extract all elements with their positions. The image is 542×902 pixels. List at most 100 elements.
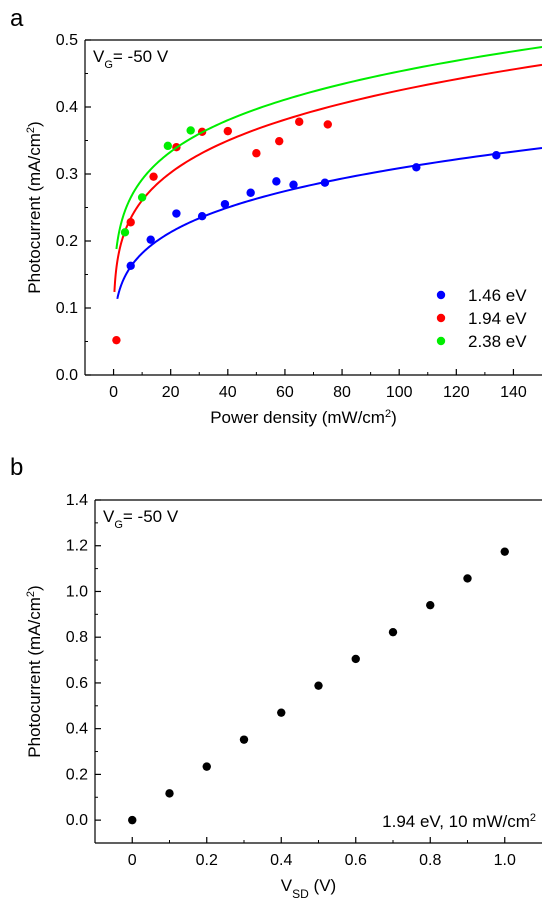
data-point xyxy=(500,547,509,556)
y-axis-title-sup: 2 xyxy=(25,591,37,597)
data-point xyxy=(149,172,158,181)
x-axis-title-sup: 2 xyxy=(385,408,391,420)
y-axis-title-end: ) xyxy=(25,585,44,591)
y-tick-label: 1.0 xyxy=(66,583,88,600)
data-point xyxy=(277,708,286,717)
series-2-38-ev xyxy=(115,46,542,250)
data-point xyxy=(320,178,330,187)
y-tick-label: 1.2 xyxy=(66,538,88,555)
legend-label: 1.94 eV xyxy=(468,309,527,328)
note-text: 1.94 eV, 10 mW/cm xyxy=(382,812,530,831)
panel-label: a xyxy=(10,5,24,32)
data-point xyxy=(120,228,130,237)
y-tick-label: 0.3 xyxy=(56,166,78,183)
data-point xyxy=(314,681,323,690)
note-sup: 2 xyxy=(530,812,536,824)
data-point xyxy=(351,654,360,664)
x-tick-label: 0.8 xyxy=(419,852,441,869)
legend-label: 2.38 eV xyxy=(468,332,527,351)
x-tick-label: 1.0 xyxy=(494,852,516,869)
data-point xyxy=(112,335,121,345)
data-point xyxy=(239,735,249,744)
data-point xyxy=(137,193,147,202)
annotation-main: V xyxy=(93,47,105,66)
annotation-rest: = -50 V xyxy=(123,507,179,526)
x-tick-label: 140 xyxy=(500,384,527,401)
data-point xyxy=(463,574,472,583)
fit-curve xyxy=(115,46,542,250)
x-axis-title-text: Power density (mW/cm xyxy=(210,408,385,427)
data-point xyxy=(272,177,281,186)
gate-voltage-annotation: VG= -50 V xyxy=(103,507,179,531)
x-tick-label: 0 xyxy=(128,852,137,869)
data-point xyxy=(186,126,195,135)
data-point xyxy=(165,789,174,798)
x-tick-label: 0.4 xyxy=(270,852,292,869)
data-point xyxy=(223,126,233,136)
y-tick-label: 1.4 xyxy=(66,492,88,509)
fit-curve xyxy=(113,63,542,293)
x-axis-title-text: V xyxy=(281,876,293,895)
series-1-94-ev xyxy=(112,63,542,345)
data-point xyxy=(197,212,207,221)
x-axis-title-sub: SD xyxy=(292,887,309,901)
x-tick-label: 60 xyxy=(276,384,294,401)
series-1-46-ev xyxy=(116,147,542,300)
data-point xyxy=(126,261,135,270)
chart-panel-b: b 0 0.2 0.4 0.6 0.8 1.0 0.0 0.2 0.4 0.6 0.8 1.0 1.2 1.… xyxy=(10,454,542,901)
data-point xyxy=(492,151,501,160)
y-tick-label: 0.1 xyxy=(56,300,78,317)
data-point xyxy=(128,815,137,825)
y-tick-label: 0.4 xyxy=(56,99,78,116)
data-point xyxy=(426,600,435,610)
data-point xyxy=(246,188,255,197)
data-point xyxy=(163,141,173,151)
y-tick-label: 0.8 xyxy=(66,629,88,646)
annotation-rest: = -50 V xyxy=(113,47,169,66)
data-point xyxy=(275,136,284,146)
legend: 1.46 eV 1.94 eV 2.38 eV xyxy=(436,286,527,351)
panel-label: b xyxy=(10,454,23,481)
gate-voltage-annotation: VG= -50 V xyxy=(93,47,169,71)
x-axis-title: VSD (V) xyxy=(281,876,336,901)
data-point xyxy=(172,209,181,218)
data-point xyxy=(295,117,304,126)
x-tick-label: 40 xyxy=(219,384,237,401)
x-tick-label: 0.2 xyxy=(196,852,218,869)
legend-label: 1.46 eV xyxy=(468,286,527,305)
series-0 xyxy=(128,547,509,825)
legend-marker xyxy=(436,313,446,323)
x-tick-label: 20 xyxy=(162,384,180,401)
y-tick-label: 0.5 xyxy=(56,32,78,49)
x-tick-label: 120 xyxy=(443,384,470,401)
data-point xyxy=(146,235,155,244)
data-point xyxy=(202,762,211,771)
x-axis-title-end: (V) xyxy=(309,876,336,895)
data-point xyxy=(220,199,230,209)
y-axis-title-end: ) xyxy=(25,121,44,127)
y-tick-label: 0.6 xyxy=(66,675,88,692)
legend-marker xyxy=(436,336,446,346)
y-axis-title-text: Photocurrent (mA/cm xyxy=(25,133,44,294)
data-point xyxy=(323,120,332,129)
y-axis-title: Photocurrent (mA/cm2) xyxy=(25,585,44,757)
y-axis-title: Photocurrent (mA/cm2) xyxy=(25,121,44,293)
data-point xyxy=(126,218,135,227)
y-axis-title-text: Photocurrent (mA/cm xyxy=(25,597,44,758)
y-tick-label: 0.2 xyxy=(66,766,88,783)
y-tick-label: 0.0 xyxy=(66,812,88,829)
y-axis-title-sup: 2 xyxy=(25,127,37,133)
annotation-sub: G xyxy=(114,519,123,531)
x-tick-label: 80 xyxy=(333,384,351,401)
x-tick-label: 0 xyxy=(109,384,118,401)
x-axis-title-end: ) xyxy=(391,408,397,427)
chart-panel-a: a 0 20 40 60 80 100 120 140 0.0 0.1 0.2 0.3 0.4 0.5 Pho… xyxy=(10,5,542,427)
y-tick-label: 0.0 xyxy=(56,367,78,384)
y-tick-label: 0.2 xyxy=(56,233,78,250)
fit-curve xyxy=(116,147,542,300)
annotation-main: V xyxy=(103,507,115,526)
data-point xyxy=(289,180,298,189)
data-point xyxy=(412,163,421,172)
legend-marker xyxy=(436,290,446,300)
